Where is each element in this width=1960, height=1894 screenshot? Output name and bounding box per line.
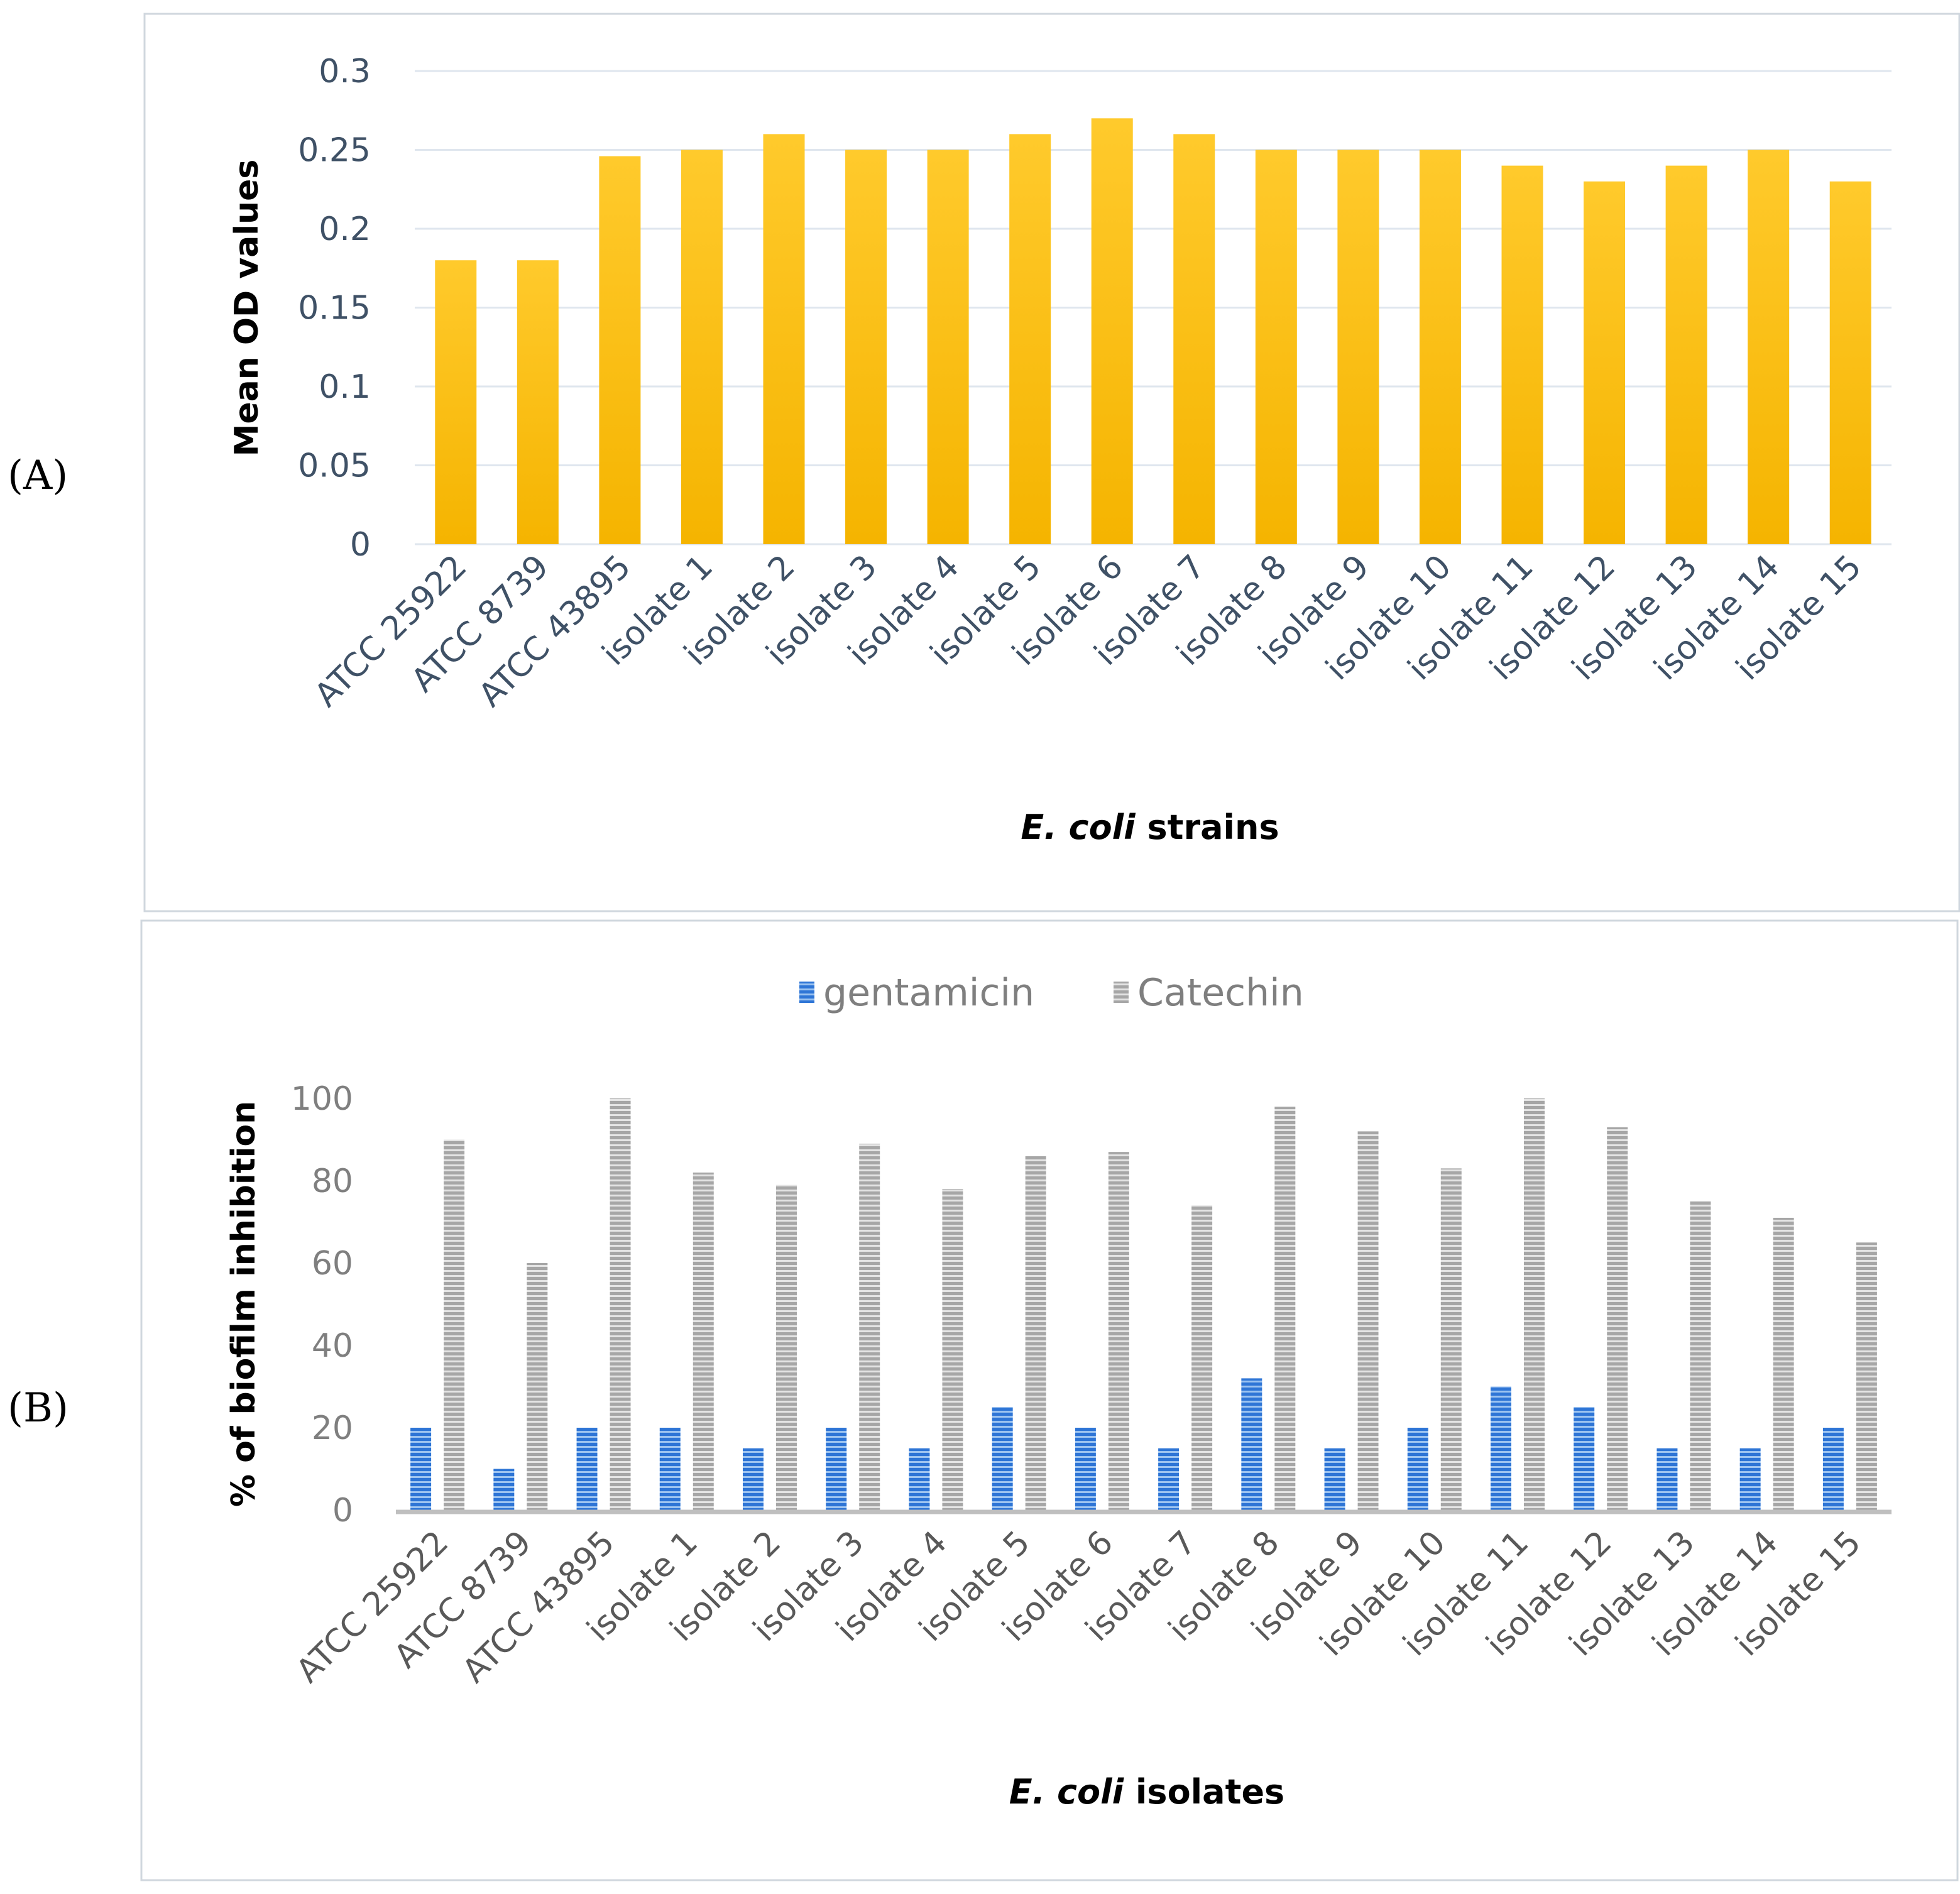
panel-b-bar-gentamicin [576,1428,598,1510]
panel-b-bar-gentamicin [909,1448,930,1510]
panel-a-bars [435,118,1871,545]
panel-b-bar-gentamicin [1739,1448,1761,1510]
panel-a-bar [1748,150,1790,544]
panel-b-bar-catechin [1440,1168,1462,1510]
panel-b-y-axis-label: % of biofilm inhibition [225,1101,263,1507]
panel-b-bar-catechin [776,1185,797,1510]
panel-b-bar-gentamicin [992,1407,1013,1510]
panel-a-bar [845,150,887,544]
panel-a-bar [1009,134,1051,544]
panel-a-y-tick-label: 0.1 [319,368,371,406]
panel-b-bar-catechin [1191,1205,1213,1510]
panel-a-y-tick-label: 0.25 [298,132,371,170]
panel-b-frame [140,919,1959,1881]
legend-swatch-catechin [1114,982,1129,1003]
panel-b-y-tick-label: 40 [312,1327,353,1365]
panel-a-y-tick-label: 0.15 [298,290,371,327]
panel-b-bar-gentamicin [410,1428,432,1510]
panel-a-bar [1091,118,1133,545]
panel-a-bar [517,260,559,544]
panel-b-bar-catechin [942,1189,963,1510]
panel-a-bar [1255,150,1297,544]
panel-b-bar-gentamicin [1324,1448,1345,1510]
panel-b-bar-gentamicin [1158,1448,1180,1510]
panel-b-bar-gentamicin [493,1469,515,1510]
panel-b-bar-catechin [1856,1242,1877,1510]
panel-b-bar-catechin [1025,1156,1046,1510]
panel-a-x-axis-label-italic: E. coli [1021,807,1136,847]
panel-a-bar [681,150,723,544]
legend-label-catechin: Catechin [1137,971,1304,1015]
panel-a-bar [1501,165,1543,545]
panel-a-bar [1665,165,1707,545]
legend-label-gentamicin: gentamicin [823,971,1034,1015]
panel-b-y-ticks: 0 20 40 60 80 100 [291,1080,353,1530]
panel-b-legend: gentamicin Catechin [799,971,1304,1015]
panel-a-y-tick-label: 0.2 [319,211,371,248]
panel-b-bar-catechin [527,1263,548,1510]
panel-b-bar-gentamicin [1574,1407,1595,1510]
panel-b-y-tick-label: 20 [312,1410,353,1447]
panel-a-bar [435,260,477,544]
panel-b-bar-catechin [1524,1098,1545,1510]
panel-a-x-axis-label-rest: strains [1136,807,1279,847]
panel-a-bar [763,134,805,544]
panel-b-bar-catechin [610,1098,631,1510]
panel-a-bar [1419,150,1461,544]
panel-b-bar-gentamicin [826,1428,847,1510]
panel-a-bar [1584,181,1626,544]
panel-b-bar-catechin [1607,1127,1628,1510]
panel-a-y-axis-label: Mean OD values [228,160,266,457]
panel-a-gridlines [415,70,1892,545]
panel-a-bar [927,150,969,544]
panel-b-y-tick-label: 80 [312,1163,353,1200]
panel-a-bar [1829,181,1871,544]
panel-b-x-axis-label-italic: E. coli [1009,1772,1125,1812]
panel-b-bar-gentamicin [1822,1428,1844,1510]
panel-a-letter: (A) [8,452,68,499]
panel-b-bar-catechin [444,1139,465,1510]
panel-b-bar-gentamicin [1491,1386,1511,1510]
panel-a-bar [1173,134,1215,544]
panel-b-bars [410,1098,1877,1510]
panel-b-bar-catechin [1357,1131,1379,1510]
panel-b-y-tick-label: 60 [312,1245,353,1283]
panel-a-x-axis-label: E. coli strains [1021,807,1279,847]
panel-b-y-tick-label: 0 [332,1492,353,1530]
panel-b-bar-gentamicin [1075,1428,1096,1510]
panel-a-y-tick-label: 0 [350,526,371,564]
panel-a-bar [1337,150,1379,544]
panel-b-bar-catechin [859,1144,880,1510]
panel-b-x-axis-label: E. coli isolates [1009,1772,1284,1812]
legend-swatch-gentamicin [799,982,814,1003]
panel-b-bar-catechin [1274,1107,1296,1510]
panel-b-y-tick-label: 100 [291,1080,353,1118]
panel-b-bar-gentamicin [743,1448,764,1510]
panel-b-bar-gentamicin [1241,1378,1262,1510]
panel-a-y-ticks: 0 0.05 0.1 0.15 0.2 0.25 0.3 [298,53,371,564]
panel-b-bar-catechin [693,1172,714,1510]
panel-b-bar-catechin [1690,1201,1711,1510]
panel-b-bar-gentamicin [1656,1448,1678,1510]
panel-b-bar-catechin [1773,1217,1794,1510]
panel-b-x-axis-label-rest: isolates [1124,1772,1284,1812]
panel-a-y-tick-label: 0.05 [298,447,371,485]
panel-b-letter: (B) [8,1385,68,1431]
panel-b-bar-gentamicin [659,1428,681,1510]
panel-a-bar [599,156,641,545]
panel-b-bar-gentamicin [1407,1428,1428,1510]
panel-b-bar-catechin [1108,1152,1129,1510]
panel-a-y-tick-label: 0.3 [319,53,371,90]
